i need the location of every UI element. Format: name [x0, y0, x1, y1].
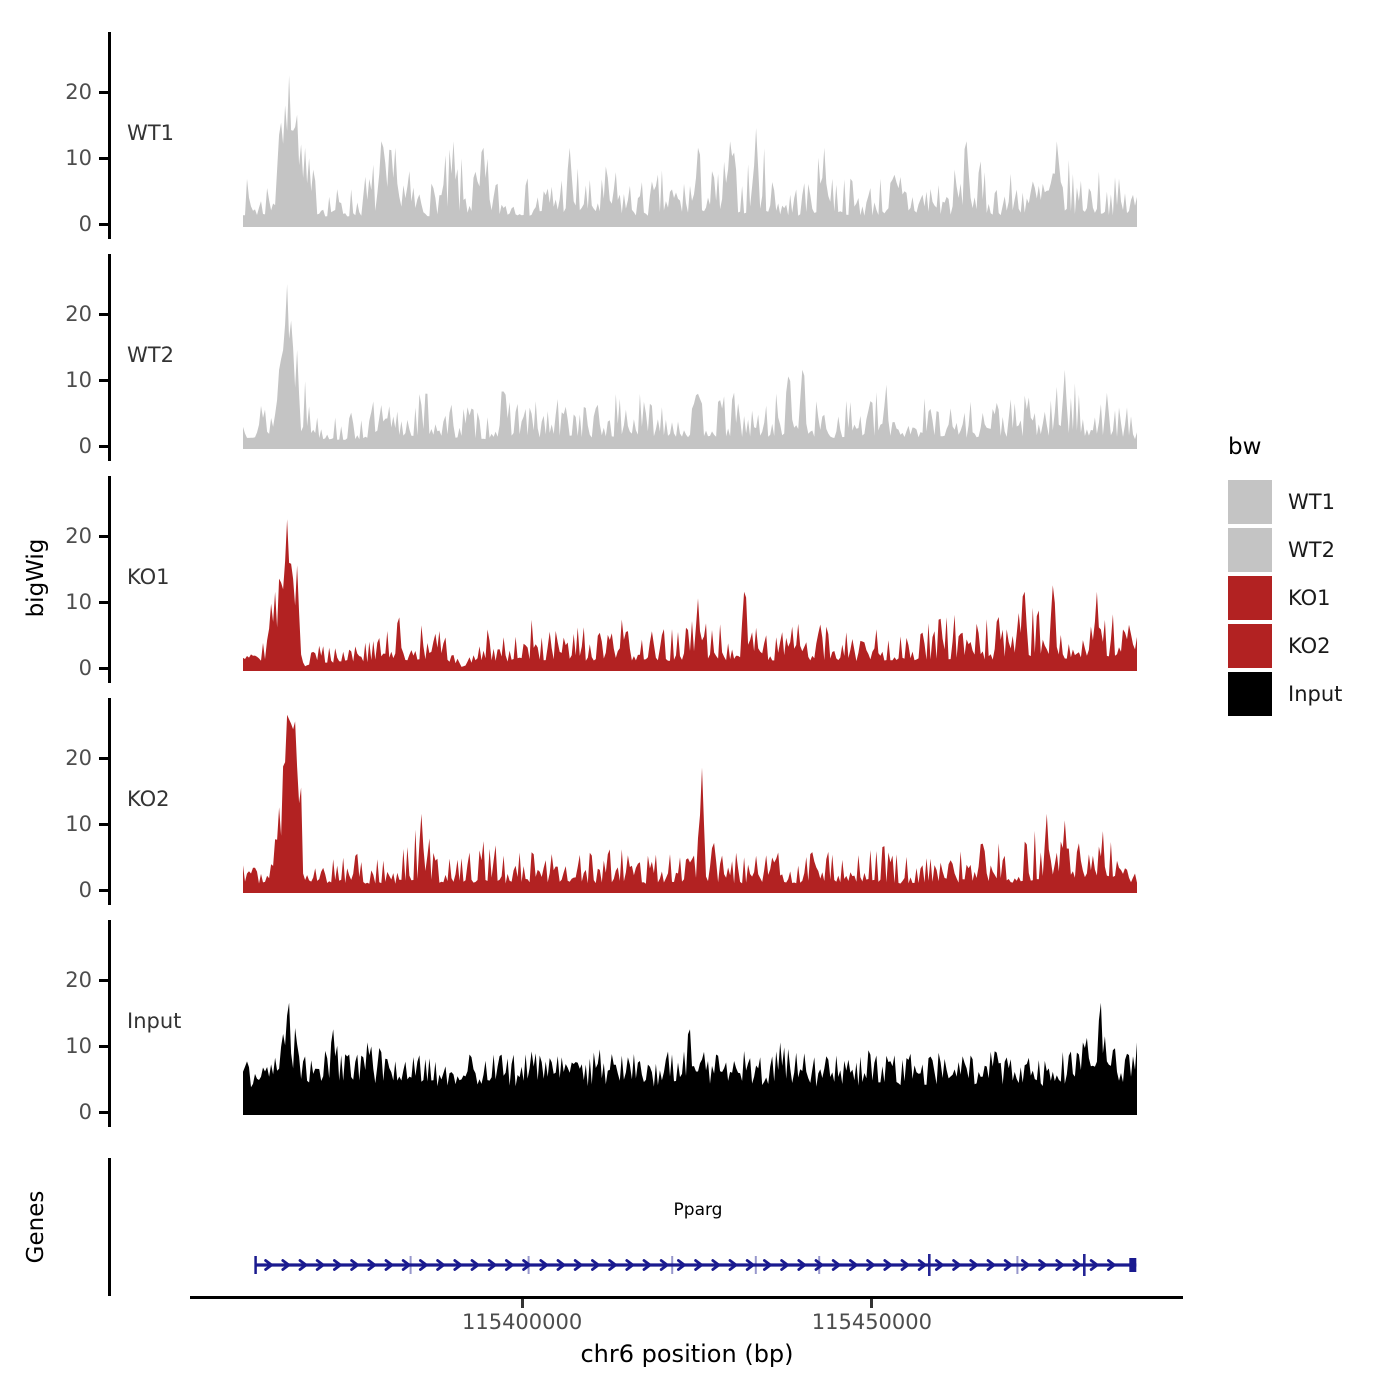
y-tick-20 — [99, 757, 108, 760]
coverage-area-wt1 — [243, 75, 1137, 227]
y-tick-label: 20 — [65, 524, 92, 548]
gene-model-pparg — [254, 1254, 1137, 1276]
track-panel-ko1: 20 10 0 KO1 — [0, 471, 1400, 683]
coverage-area-ko1 — [243, 519, 1137, 671]
coverage-area-wt2 — [243, 284, 1137, 449]
legend-title: bw — [1228, 434, 1262, 460]
legend-label-wt2: WT2 — [1288, 538, 1335, 562]
y-tick-20 — [99, 313, 108, 316]
y-tick-label: 0 — [78, 878, 92, 902]
y-axis-title-genes: Genes — [23, 1190, 49, 1264]
y-tick-label: 10 — [65, 1034, 92, 1058]
y-tick-20 — [99, 979, 108, 982]
y-tick-0 — [99, 889, 108, 892]
legend-label-wt1: WT1 — [1288, 490, 1335, 514]
legend-label-ko1: KO1 — [1288, 586, 1331, 610]
track-panel-ko2: 20 10 0 KO2 — [0, 693, 1400, 905]
y-axis-line — [108, 920, 111, 1127]
coverage-area-input — [243, 1002, 1137, 1115]
track-label-input: Input — [127, 1009, 182, 1033]
y-tick-label: 10 — [65, 812, 92, 836]
y-tick-label: 20 — [65, 302, 92, 326]
track-panel-wt2: 20 10 0 WT2 — [0, 249, 1400, 461]
y-tick-label: 0 — [78, 1100, 92, 1124]
y-tick-label: 20 — [65, 746, 92, 770]
x-tick-label: 115450000 — [811, 1310, 932, 1334]
y-tick-label: 10 — [65, 146, 92, 170]
y-tick-label: 10 — [65, 590, 92, 614]
legend-swatch-input — [1228, 672, 1272, 716]
x-tick — [870, 1299, 874, 1308]
legend-swatch-wt1 — [1228, 480, 1272, 524]
y-tick-0 — [99, 223, 108, 226]
x-tick — [520, 1299, 524, 1308]
y-tick-20 — [99, 91, 108, 94]
y-axis-line — [108, 254, 111, 461]
x-tick-label: 115400000 — [461, 1310, 583, 1334]
x-axis-title: chr6 position (bp) — [580, 1340, 794, 1368]
y-tick-label: 0 — [78, 212, 92, 236]
legend-swatch-wt2 — [1228, 528, 1272, 572]
y-tick-10 — [99, 157, 108, 160]
y-tick-label: 0 — [78, 434, 92, 458]
y-tick-label: 20 — [65, 968, 92, 992]
y-tick-10 — [99, 379, 108, 382]
y-tick-20 — [99, 535, 108, 538]
track-label-ko2: KO2 — [127, 787, 170, 811]
legend-label-input: Input — [1288, 682, 1343, 706]
track-label-wt2: WT2 — [127, 343, 174, 367]
track-label-wt1: WT1 — [127, 121, 174, 145]
track-label-ko1: KO1 — [127, 565, 170, 589]
x-axis-line — [190, 1296, 1183, 1299]
y-tick-0 — [99, 445, 108, 448]
y-tick-10 — [99, 601, 108, 604]
y-axis-line — [108, 32, 111, 239]
y-tick-label: 20 — [65, 80, 92, 104]
y-tick-0 — [99, 667, 108, 670]
legend-label-ko2: KO2 — [1288, 634, 1331, 658]
y-tick-0 — [99, 1111, 108, 1114]
legend-swatch-ko2 — [1228, 624, 1272, 668]
genes-axis-line — [108, 1158, 111, 1296]
track-panel-wt1: 20 10 0 WT1 — [0, 27, 1400, 239]
y-axis-line — [108, 698, 111, 905]
legend-swatch-ko1 — [1228, 576, 1272, 620]
y-tick-label: 0 — [78, 656, 92, 680]
gene-name-label: Pparg — [673, 1200, 723, 1220]
coverage-area-ko2 — [243, 714, 1137, 893]
y-tick-10 — [99, 823, 108, 826]
y-tick-10 — [99, 1045, 108, 1048]
y-tick-label: 10 — [65, 368, 92, 392]
y-axis-line — [108, 476, 111, 683]
track-panel-input: 20 10 0 Input — [0, 915, 1400, 1127]
